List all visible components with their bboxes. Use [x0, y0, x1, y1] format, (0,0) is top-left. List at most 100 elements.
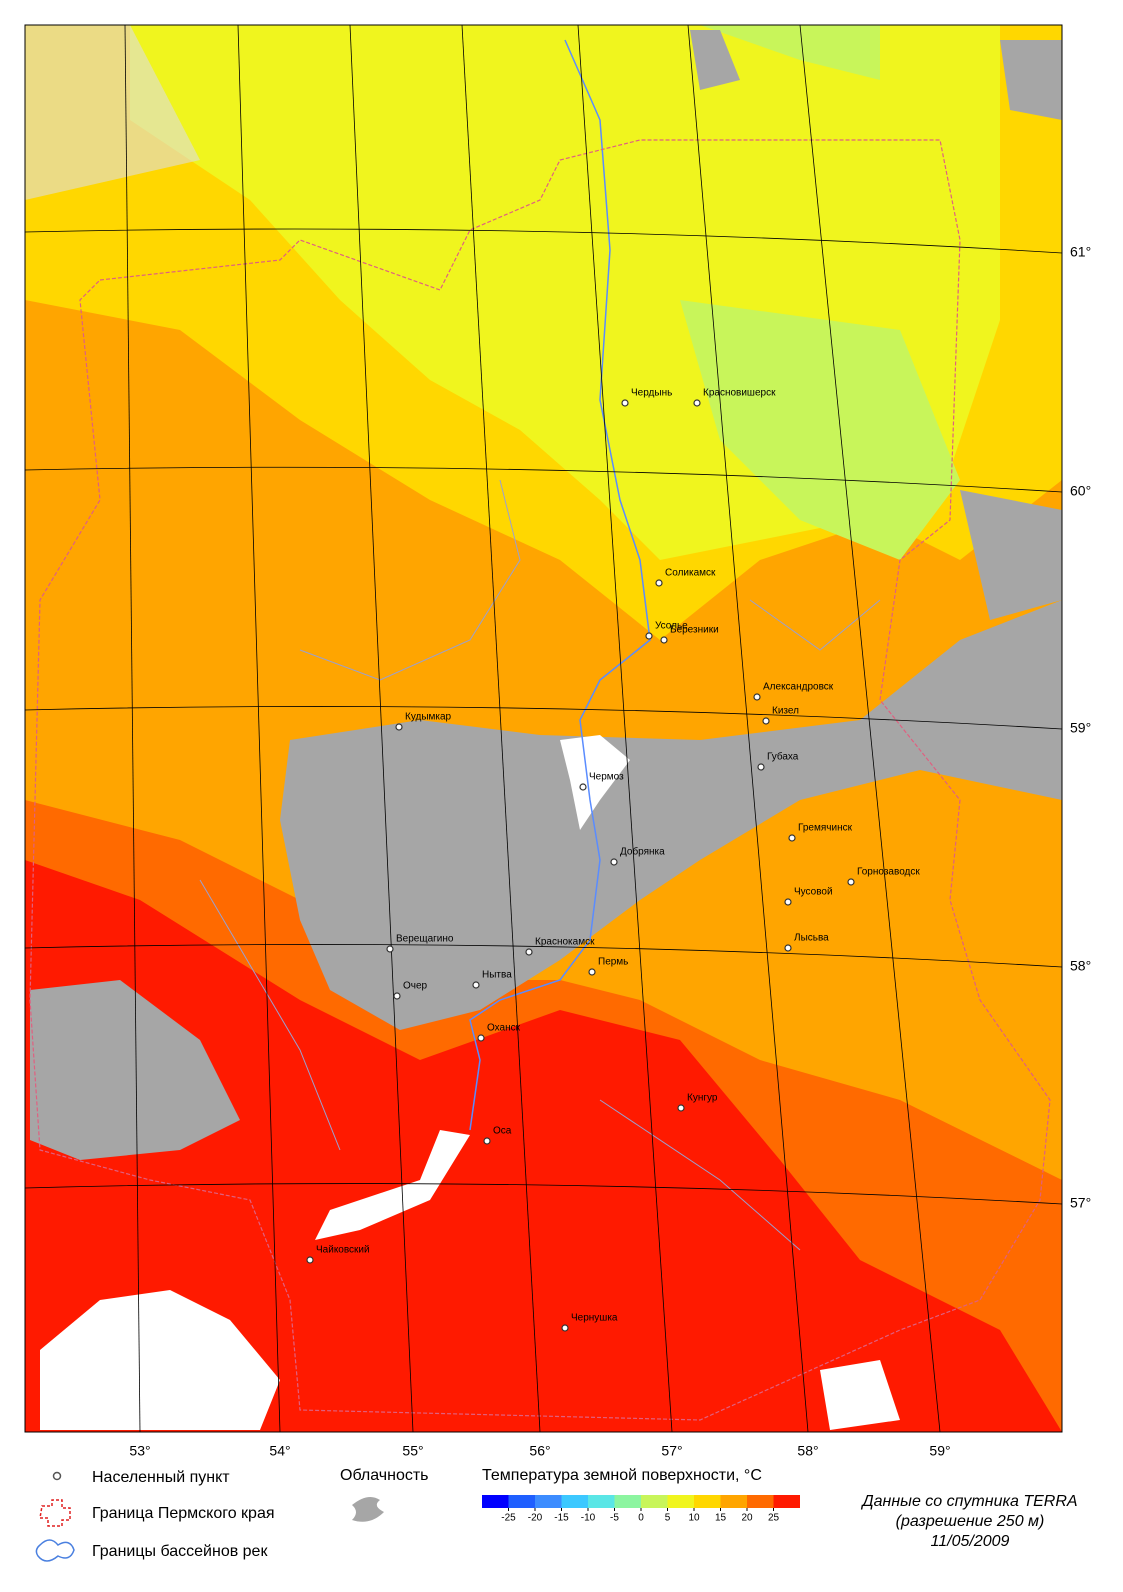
colorbar-tick-label: 10 — [688, 1513, 700, 1524]
legend-cloudiness: Облачность — [340, 1467, 429, 1484]
colorbar-swatch — [482, 1495, 509, 1508]
settlements: Чердынь Красновишерск Соликамск УсольеБерез… — [306, 388, 920, 1332]
parallel — [24, 466, 1063, 493]
longitude-label: 59° — [929, 1443, 950, 1459]
settlement-marker — [395, 723, 403, 731]
settlement-marker — [645, 632, 653, 640]
settlement-label: Александровск — [763, 682, 834, 693]
settlement-marker — [306, 1256, 314, 1264]
settlement-label: Чермоз — [589, 772, 624, 783]
parallel — [24, 706, 1063, 730]
settlement-marker — [693, 399, 701, 407]
meridian — [461, 24, 541, 1433]
colorbar-tick-label: 15 — [715, 1513, 727, 1524]
colorbar-swatch — [641, 1495, 668, 1508]
settlement-marker — [762, 717, 770, 725]
colorbar-tick-label: -15 — [554, 1513, 569, 1524]
longitude-label: 58° — [797, 1443, 818, 1459]
meridian — [349, 24, 414, 1433]
parallel — [24, 228, 1063, 254]
settlement-marker — [393, 992, 401, 1000]
settlement-label: Горнозаводск — [857, 867, 920, 878]
colorbar-tick-label: -25 — [501, 1513, 516, 1524]
settlement-label: Чердынь — [631, 388, 672, 399]
settlement-label: Чернушка — [571, 1313, 618, 1324]
settlement-label: Верещагино — [396, 934, 454, 945]
colorbar-tick-label: 0 — [638, 1513, 644, 1524]
settlement-label: Кизел — [772, 706, 799, 717]
colorbar-tick-label: -10 — [581, 1513, 596, 1524]
basin-icon — [35, 1539, 75, 1562]
latitude-label: 60° — [1070, 483, 1091, 499]
legend-settlement: Населенный пункт — [92, 1469, 230, 1486]
meridian — [124, 24, 141, 1433]
settlement-label: Краснокамск — [535, 937, 595, 948]
settlement-label: Оса — [493, 1126, 512, 1137]
latitude-label: 61° — [1070, 244, 1091, 260]
settlement-marker — [525, 948, 533, 956]
longitude-labels: 53° 54° 55° 56° 57° 58° 59° — [129, 1443, 950, 1459]
longitude-label: 55° — [402, 1443, 423, 1459]
parallel — [24, 944, 1063, 968]
latitude-labels: 61° 60° 59° 58° 57° — [1070, 244, 1091, 1211]
longitude-label: 57° — [661, 1443, 682, 1459]
latitude-label: 59° — [1070, 720, 1091, 736]
settlement-marker — [655, 579, 663, 587]
colorbar-tick-label: -20 — [528, 1513, 543, 1524]
settlement-label: Очер — [403, 981, 428, 992]
settlement-label: Красновишерск — [703, 388, 776, 399]
settlement-marker — [477, 1034, 485, 1042]
source-line: (разрешение 250 м) — [896, 1513, 1045, 1530]
graticule — [24, 24, 1063, 1433]
settlement-marker — [660, 636, 668, 644]
settlement-marker — [784, 898, 792, 906]
colorbar-swatch — [694, 1495, 721, 1508]
meridian — [577, 24, 673, 1433]
settlement-label: Лысьва — [794, 933, 829, 944]
settlement-label: Соликамск — [665, 568, 716, 579]
settlement-marker — [472, 981, 480, 989]
meridian — [799, 24, 941, 1433]
colorbar: -25 -20 -15 -10 -5 0 5 10 15 20 25 — [482, 1495, 800, 1524]
settlement-marker — [784, 944, 792, 952]
settlement-marker — [757, 763, 765, 771]
settlement-marker — [621, 399, 629, 407]
source-line: Данные со спутника TERRA — [860, 1493, 1077, 1510]
legend-temperature-title: Температура земной поверхности, °C — [482, 1467, 762, 1484]
settlement-marker — [677, 1104, 685, 1112]
settlement-label: Пермь — [598, 957, 628, 968]
settlement-marker — [753, 693, 761, 701]
colorbar-tick-label: -5 — [610, 1513, 619, 1524]
border-icon — [39, 1499, 71, 1527]
settlement-label: Губаха — [767, 751, 799, 763]
longitude-label: 56° — [529, 1443, 550, 1459]
legend: Населенный пункт Граница Пермского края … — [35, 1467, 1078, 1562]
settlement-marker — [579, 783, 587, 791]
colorbar-swatch — [614, 1495, 641, 1508]
temperature-map — [25, 25, 1062, 1432]
latitude-label: 57° — [1070, 1195, 1091, 1211]
parallel — [24, 1183, 1063, 1205]
colorbar-tick-label: 5 — [665, 1513, 671, 1524]
settlement-label: Усолье — [655, 621, 688, 632]
colorbar-swatch — [508, 1495, 535, 1508]
settlement-marker — [386, 945, 394, 953]
colorbar-swatch — [667, 1495, 694, 1508]
settlement-label: Березники — [670, 625, 719, 636]
longitude-label: 53° — [129, 1443, 150, 1459]
colorbar-swatch — [720, 1495, 747, 1508]
legend-border: Граница Пермского края — [92, 1505, 275, 1522]
settlement-marker — [847, 878, 855, 886]
settlement-label: Нытва — [482, 970, 512, 981]
colorbar-tick-label: 20 — [741, 1513, 753, 1524]
source-line: 11/05/2009 — [931, 1533, 1010, 1550]
settlement-label: Кунгур — [687, 1093, 718, 1104]
legend-basins: Границы бассейнов рек — [92, 1543, 268, 1560]
settlement-icon — [52, 1471, 62, 1481]
settlement-label: Кудымкар — [405, 712, 452, 723]
meridian — [687, 24, 809, 1433]
colorbar-tick-label: 25 — [768, 1513, 780, 1524]
colorbar-swatch — [773, 1495, 800, 1508]
settlement-marker — [788, 834, 796, 842]
